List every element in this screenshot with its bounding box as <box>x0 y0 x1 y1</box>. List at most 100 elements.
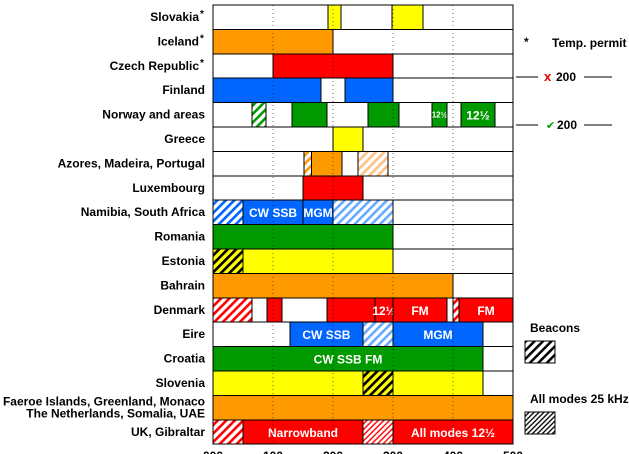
row-slovenia: Slovenia <box>156 370 514 396</box>
country-label: Namibia, South Africa <box>81 205 206 219</box>
band-segment <box>391 4 424 30</box>
band-segment <box>212 321 291 348</box>
band-segment <box>251 297 268 323</box>
segment-label: MGM <box>303 206 332 220</box>
band-segment <box>212 150 305 177</box>
band-segment <box>212 53 274 79</box>
band-segment <box>326 102 369 128</box>
x-tick-label: 000 <box>203 449 223 454</box>
band-segment <box>302 199 334 226</box>
band-segment <box>392 321 484 348</box>
beacons-swatch <box>524 340 556 364</box>
band-segment <box>242 419 364 445</box>
band-segment <box>482 321 514 348</box>
check-marker-symbol: ✔ <box>546 120 555 132</box>
band-segment <box>212 346 484 372</box>
band-segment <box>265 102 293 128</box>
x-axis: 000 100 200 300 400 500 <box>203 449 523 454</box>
band-segment <box>212 419 244 445</box>
band-segment <box>212 77 322 104</box>
temp-permit-mark: * <box>200 9 204 20</box>
segment-label: FM <box>411 304 428 318</box>
country-label: Slovakia <box>150 10 199 24</box>
country-label: Norway and areas <box>102 108 205 122</box>
band-segment <box>362 321 394 348</box>
segment-label: 12½ <box>466 109 489 123</box>
beacons-label: Beacons <box>530 321 580 335</box>
band-segment <box>387 150 514 177</box>
band-segment <box>303 150 312 177</box>
band-segment <box>362 175 514 201</box>
country-label: Azores, Madeira, Portugal <box>58 156 205 170</box>
x-tick-label: 100 <box>263 449 283 454</box>
band-segment <box>362 370 394 396</box>
country-label: Finland <box>162 83 205 97</box>
row-azores-madeira-portugal: Azores, Madeira, Portugal <box>58 150 514 177</box>
row-slovakia: Slovakia * <box>150 4 514 30</box>
row-luxembourg: Luxembourg <box>132 175 514 201</box>
band-segment <box>458 297 514 323</box>
segment-label: CW SSB <box>302 328 350 342</box>
x-marker-symbol: x <box>544 69 552 84</box>
band-segment <box>302 175 364 201</box>
band-segment <box>392 224 514 250</box>
temp-permit-label: Temp. permit <box>552 36 626 50</box>
row-eire: Eire CW SSB MGM <box>182 321 514 348</box>
row-greece: Greece <box>164 126 514 152</box>
band-segment <box>327 4 342 30</box>
segment-label: CW SSB FM <box>314 353 383 367</box>
country-label: Greece <box>164 132 205 146</box>
x-tick-label: 200 <box>323 449 343 454</box>
country-label: Romania <box>154 230 205 244</box>
check-marker-value: 200 <box>557 118 577 132</box>
country-label: Eire <box>182 327 205 341</box>
band-segment <box>212 102 253 128</box>
country-label: Czech Republic <box>110 59 200 73</box>
band-segment <box>212 394 514 421</box>
row-czech-republic: Czech Republic * <box>110 53 514 79</box>
country-label: Iceland <box>158 34 199 48</box>
x-tick-label: 500 <box>503 449 523 454</box>
segment-label: 12½ <box>372 304 395 318</box>
x-tick-label: 400 <box>443 449 463 454</box>
band-segment <box>332 199 394 226</box>
row-romania: Romania <box>154 224 514 250</box>
band-segment <box>291 102 328 128</box>
country-label: Croatia <box>164 352 206 366</box>
band-segment <box>392 199 514 226</box>
country-label: Luxembourg <box>132 181 205 195</box>
band-segment <box>482 346 514 372</box>
band-segment <box>392 297 448 323</box>
country-label: Faeroe Islands, Greenland, Monaco <box>3 394 205 408</box>
band-segment <box>212 126 334 152</box>
all-modes-label: All modes 25 kHz <box>530 392 629 406</box>
band-segment <box>326 297 376 323</box>
segment-label: All modes 12½ <box>411 426 495 440</box>
band-segment <box>482 370 514 396</box>
band-segment <box>392 370 484 396</box>
band-segment <box>452 297 460 323</box>
row-norway-and-areas: Norway and areas 12½ 12½ <box>102 102 514 128</box>
country-label: UK, Gibraltar <box>131 425 205 439</box>
band-segment <box>332 28 514 55</box>
x-marker-value: 200 <box>556 70 576 84</box>
band-segment <box>212 199 244 226</box>
country-label: Denmark <box>154 303 206 317</box>
band-segment <box>494 102 514 128</box>
segment-label: Narrowband <box>268 426 338 440</box>
band-segment <box>446 297 454 323</box>
country-label: Bahrain <box>160 278 205 292</box>
country-label: Slovenia <box>156 376 206 390</box>
temp-permit-mark: * <box>200 33 204 44</box>
segment-label: FM <box>477 304 494 318</box>
band-segment <box>344 77 394 104</box>
band-segment <box>340 4 393 30</box>
row-namibia-south-africa: Namibia, South Africa CW SSB MGM <box>81 199 514 226</box>
band-segment <box>332 126 364 152</box>
row-bahrain: Bahrain <box>160 272 514 299</box>
band-segment <box>212 224 394 250</box>
temp-permit-symbol: * <box>524 35 529 49</box>
row-denmark: Denmark 12½ FM FM <box>154 297 514 323</box>
